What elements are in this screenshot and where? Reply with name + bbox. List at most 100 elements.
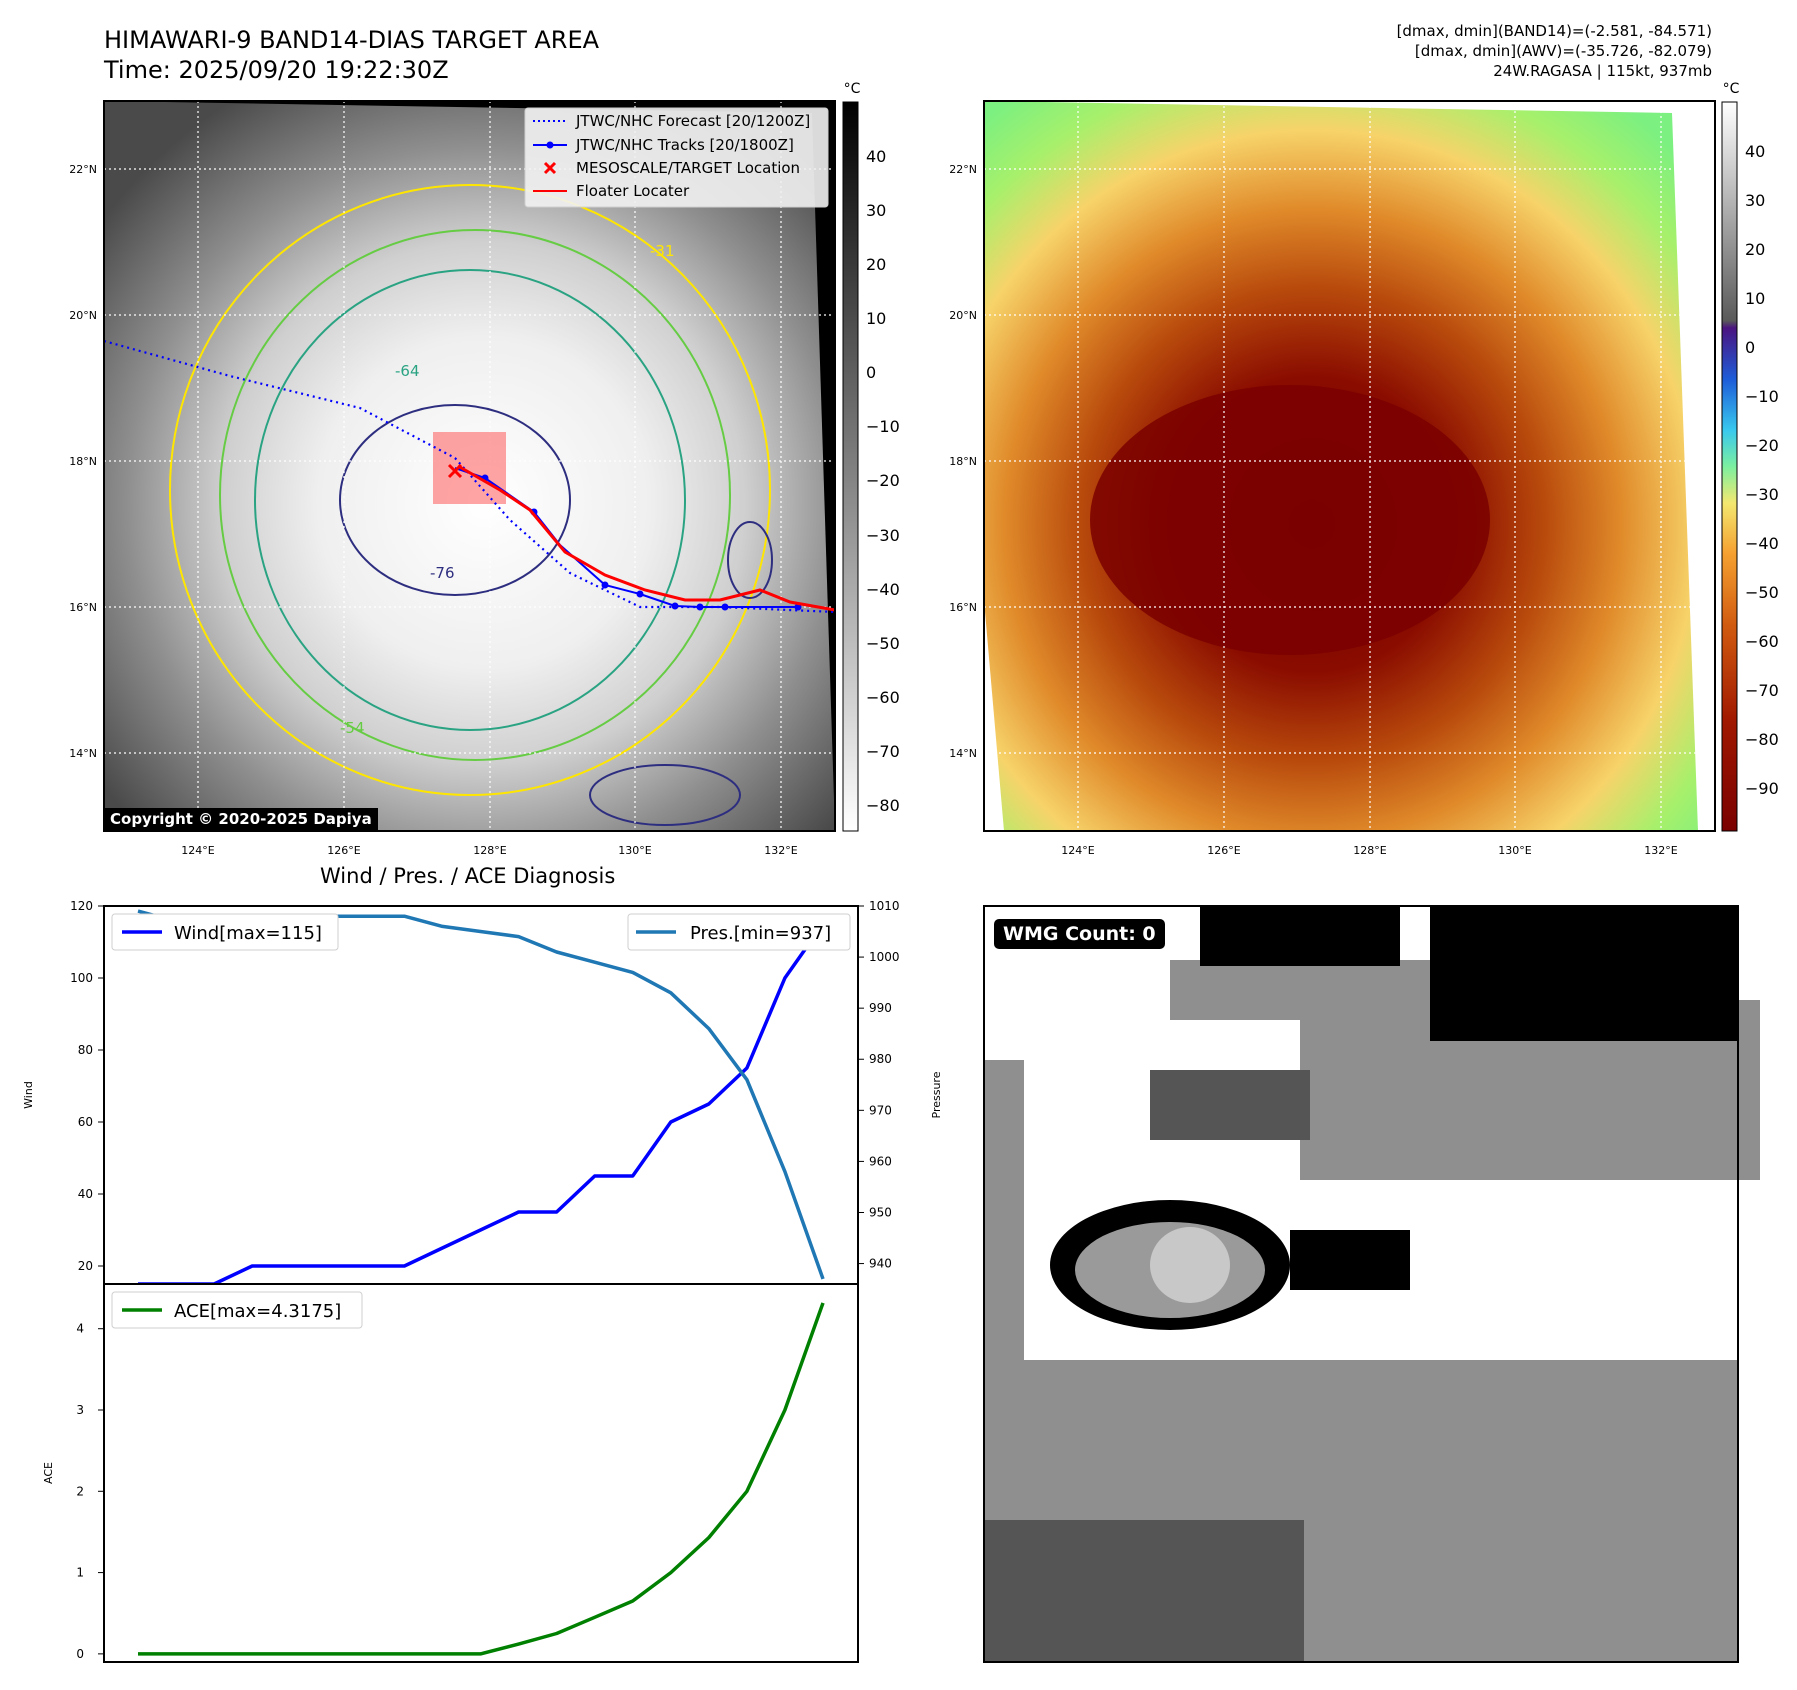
- contour-label-64: -64: [395, 362, 420, 380]
- map2-lat-14n: 14°N: [949, 747, 977, 760]
- lat-22n: 22°N: [69, 163, 97, 176]
- wind-pressure-chart: 20 40 60 80 100 120 940 950 960 970 980 990 1000 101…: [22, 899, 943, 1286]
- floater-locater: [457, 464, 836, 612]
- legend-floater: Floater Locater: [576, 182, 690, 200]
- cb1-tick: 10: [866, 309, 886, 328]
- figure-time: Time: 2025/09/20 19:22:30Z: [104, 56, 449, 84]
- legend-tracks: JTWC/NHC Tracks [20/1800Z]: [575, 136, 794, 154]
- lon-126e: 126°E: [327, 844, 360, 857]
- lat-14n: 14°N: [69, 747, 97, 760]
- lat-18n: 18°N: [69, 455, 97, 468]
- ace-tick-label: 3: [76, 1403, 84, 1417]
- cb1-tick: −50: [866, 634, 900, 653]
- pressure-tick-label: 950: [869, 1205, 892, 1219]
- lon-132e: 132°E: [764, 844, 797, 857]
- cb2-tick: −90: [1745, 779, 1779, 798]
- cb2-tick: 30: [1745, 191, 1765, 210]
- cb1-tick: 20: [866, 255, 886, 274]
- map2-lon-126e: 126°E: [1207, 844, 1240, 857]
- colorbar-gray-unit: °C: [844, 81, 861, 97]
- wind-tick-label: 80: [78, 1043, 93, 1057]
- cb1-tick: 40: [866, 147, 886, 166]
- map2-lat-18n: 18°N: [949, 455, 977, 468]
- cb2-tick: 40: [1745, 142, 1765, 161]
- cb2-tick: −10: [1745, 387, 1779, 406]
- lat-16n: 16°N: [69, 601, 97, 614]
- cb1-tick: 0: [866, 363, 876, 382]
- lon-130e: 130°E: [618, 844, 651, 857]
- legend-pressure: Pres.[min=937]: [690, 923, 831, 944]
- cb1-tick: −60: [866, 688, 900, 707]
- target-marker: [447, 463, 463, 479]
- pressure-tick-label: 960: [869, 1154, 892, 1168]
- cb1-tick: −20: [866, 471, 900, 490]
- lat-20n: 20°N: [69, 309, 97, 322]
- diagnosis-title: Wind / Pres. / ACE Diagnosis: [320, 864, 616, 888]
- contour-minus54: [219, 229, 731, 761]
- cb2-tick: −30: [1745, 485, 1779, 504]
- copyright-badge: Copyright © 2020-2025 Dapiya: [104, 808, 378, 830]
- contour-label-54: -54: [340, 719, 365, 737]
- pressure-tick-label: 980: [869, 1052, 892, 1066]
- legend-ace: ACE[max=4.3175]: [174, 1301, 341, 1322]
- ace-series-line: [138, 1302, 825, 1656]
- target-area-box: [433, 432, 506, 504]
- map-awv-panel: 22°N 20°N 18°N 16°N 14°N 124°E 126°E 128…: [949, 100, 1716, 857]
- map-legend: JTWC/NHC Forecast [20/1200Z] JTWC/NHC Tr…: [524, 107, 829, 208]
- wind-tick-label: 60: [78, 1115, 93, 1129]
- cb2-tick: 10: [1745, 289, 1765, 308]
- stat-awv: [dmax, dmin](AWV)=(-35.726, -82.079): [1414, 42, 1712, 60]
- map-ir-panel: -31 -54 -64 -76: [69, 100, 836, 857]
- ace-tick-label: 1: [76, 1566, 84, 1580]
- wind-tick-label: 120: [70, 899, 93, 913]
- ace-tick-label: 0: [76, 1647, 84, 1661]
- cb2-tick: 20: [1745, 240, 1765, 259]
- legend-wind: Wind[max=115]: [174, 923, 322, 944]
- map2-lat-16n: 16°N: [949, 601, 977, 614]
- wmg-panel: [983, 905, 1760, 1663]
- map2-lon-130e: 130°E: [1498, 844, 1531, 857]
- wmg-count-badge: WMG Count: 0: [994, 919, 1165, 949]
- cb2-tick: −40: [1745, 534, 1779, 553]
- map2-lat-22n: 22°N: [949, 163, 977, 176]
- ace-axis-label: ACE: [42, 1462, 55, 1484]
- colorbar-color: °C 40 30 20 10 0 −10 −20 −30 −40 −50 −60…: [1721, 81, 1779, 832]
- pressure-tick-label: 940: [869, 1257, 892, 1271]
- pressure-tick-label: 990: [869, 1001, 892, 1015]
- cb2-tick: −70: [1745, 681, 1779, 700]
- contour-minus31: [169, 184, 771, 796]
- stat-storm: 24W.RAGASA | 115kt, 937mb: [1493, 62, 1712, 80]
- cb1-tick: −70: [866, 742, 900, 761]
- contour-label-76: -76: [430, 564, 455, 582]
- ace-legend: ACE[max=4.3175]: [111, 1291, 363, 1329]
- cb2-tick: −20: [1745, 436, 1779, 455]
- colorbar-gray: °C 40 30 20 10 0 −10 −20 −30 −40 −50 −60…: [842, 81, 900, 832]
- figure-title: HIMAWARI-9 BAND14-DIAS TARGET AREA: [104, 26, 600, 54]
- map2-lon-128e: 128°E: [1353, 844, 1386, 857]
- map2-lon-124e: 124°E: [1061, 844, 1094, 857]
- lon-124e: 124°E: [181, 844, 214, 857]
- map2-lat-20n: 20°N: [949, 309, 977, 322]
- pressure-tick-label: 1010: [869, 899, 900, 913]
- wind-tick-label: 40: [78, 1187, 93, 1201]
- wind-series-line: [138, 922, 825, 1286]
- contour-label-31: -31: [650, 242, 675, 260]
- cb1-tick: −10: [866, 417, 900, 436]
- cb2-tick: −80: [1745, 730, 1779, 749]
- wind-axis-label: Wind: [22, 1081, 35, 1109]
- cb1-tick: −40: [866, 580, 900, 599]
- lon-128e: 128°E: [473, 844, 506, 857]
- wind-legend: Wind[max=115]: [111, 913, 339, 951]
- ace-chart: 0 1 2 3 4 ACE ACE[max=4.3175]: [42, 1283, 859, 1663]
- stat-band14: [dmax, dmin](BAND14)=(-2.581, -84.571): [1396, 22, 1712, 40]
- pressure-legend: Pres.[min=937]: [627, 913, 851, 951]
- ace-tick-label: 2: [76, 1484, 84, 1498]
- legend-target: MESOSCALE/TARGET Location: [576, 159, 800, 177]
- contour-minus64: [254, 269, 686, 731]
- colorbar-color-unit: °C: [1723, 81, 1740, 97]
- cb2-tick: −60: [1745, 632, 1779, 651]
- ace-tick-label: 4: [76, 1322, 84, 1336]
- map2-grid: [984, 101, 1715, 831]
- legend-forecast: JTWC/NHC Forecast [20/1200Z]: [575, 112, 810, 130]
